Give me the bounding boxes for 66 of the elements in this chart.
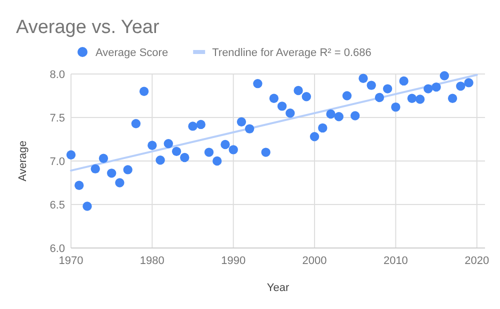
point	[432, 82, 441, 92]
point	[326, 109, 336, 119]
point	[164, 139, 174, 148]
point	[188, 122, 198, 131]
point	[294, 86, 303, 96]
point	[253, 78, 262, 88]
point	[456, 82, 466, 91]
point	[440, 71, 450, 80]
x-tick-label: 1990	[221, 255, 246, 267]
point	[74, 180, 84, 190]
point	[66, 150, 76, 160]
point	[220, 140, 230, 150]
x-tick-label: 2000	[302, 255, 327, 267]
point	[212, 156, 222, 166]
point	[261, 148, 270, 157]
point	[204, 148, 214, 157]
point	[415, 94, 425, 104]
point	[106, 168, 116, 178]
point	[244, 124, 254, 134]
point	[374, 92, 384, 102]
point	[350, 111, 360, 120]
point	[399, 76, 408, 86]
point	[407, 94, 417, 103]
point	[196, 120, 206, 130]
point	[382, 84, 392, 94]
x-axis-title: Year	[266, 282, 290, 294]
point	[172, 146, 182, 156]
point	[391, 102, 400, 112]
point	[302, 92, 312, 102]
point	[358, 74, 368, 83]
point	[269, 94, 279, 103]
point	[228, 145, 238, 154]
point	[123, 165, 132, 174]
y-tick-label: 6.0	[50, 243, 65, 255]
point	[90, 164, 100, 174]
legend-label: Average Score	[96, 47, 168, 59]
y-tick-label: 7.5	[50, 112, 65, 124]
point	[156, 156, 165, 165]
x-tick-label: 1970	[58, 255, 84, 267]
x-tick-label: 2010	[383, 255, 408, 267]
point	[424, 84, 433, 94]
x-tick-label: 2020	[464, 255, 490, 267]
y-tick-label: 7.0	[50, 156, 65, 168]
point	[180, 152, 190, 162]
point	[366, 80, 376, 90]
point	[464, 78, 474, 88]
point	[310, 132, 320, 142]
point	[98, 154, 108, 163]
point	[334, 112, 344, 122]
point	[277, 102, 287, 111]
y-tick-label: 6.5	[50, 200, 65, 212]
point	[82, 202, 92, 211]
point	[148, 140, 157, 150]
point	[131, 118, 141, 128]
chart-title: Average vs. Year	[16, 17, 160, 38]
point	[342, 91, 352, 100]
point	[318, 123, 328, 133]
point	[115, 178, 124, 188]
y-axis-title: Average	[17, 140, 29, 182]
point	[139, 86, 149, 96]
point	[236, 117, 246, 126]
x-tick-label: 1980	[140, 255, 164, 267]
point	[286, 108, 295, 118]
point	[448, 94, 458, 103]
legend-label: Trendline for Average R² = 0.686	[212, 47, 372, 59]
y-tick-label: 8.0	[50, 69, 65, 81]
